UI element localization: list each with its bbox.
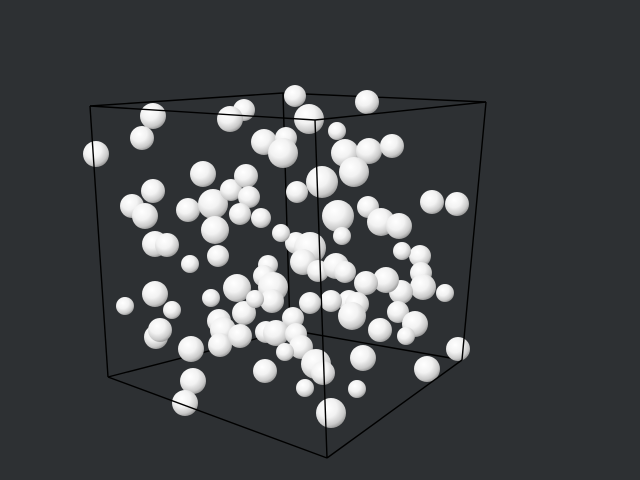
cube-edge [314,119,328,459]
particle-sphere [446,337,470,361]
cube-edge [326,359,463,459]
cube-edge [107,376,328,459]
particle-sphere [246,290,264,308]
cube-edge [289,329,463,361]
particle-sphere [234,164,258,188]
particle-sphere [142,281,168,307]
particle-sphere [190,161,216,187]
particle-sphere [348,380,366,398]
particle-sphere [387,301,409,323]
particle-sphere [198,189,228,219]
particle-group [83,85,470,428]
particle-sphere [272,224,290,242]
cube-edge [89,105,316,121]
cube-edge [89,105,109,378]
particle-sphere [268,138,298,168]
particle-sphere [163,301,181,319]
particle-sphere [253,359,277,383]
particle-sphere [320,290,342,312]
particle-sphere [208,333,232,357]
particle-sphere [232,301,256,325]
particle-sphere [338,302,366,330]
particle-sphere [328,122,346,140]
particle-sphere [238,186,260,208]
particle-sphere [220,179,242,201]
particle-sphere [284,85,306,107]
particle-sphere [414,356,440,382]
cube-edge [314,101,487,121]
particle-sphere [229,203,251,225]
particle-sphere [350,345,376,371]
particle-sphere [393,242,411,260]
particle-sphere [306,166,338,198]
particle-sphere [296,379,314,397]
particle-sphere [397,327,415,345]
particle-sphere [83,141,109,167]
particle-sphere [201,216,229,244]
particle-sphere [356,138,382,164]
particle-sphere [228,324,252,348]
particle-sphere [178,336,204,362]
particle-sphere [380,134,404,158]
particle-sphere [140,103,166,129]
cube-edge [461,101,487,361]
particle-sphere [322,200,354,232]
particle-sphere [202,289,220,307]
particle-sphere [445,192,469,216]
particle-sphere [420,190,444,214]
particle-sphere [116,297,134,315]
particle-sphere [316,398,346,428]
particle-sphere [155,233,179,257]
particle-sphere [130,126,154,150]
particle-sphere [141,179,165,203]
particle-sphere [286,181,308,203]
particle-sphere [148,318,172,342]
particle-sphere [409,245,431,267]
particle-sphere [181,255,199,273]
particle-sphere [334,261,356,283]
container-front-edges [89,101,487,459]
particle-sphere [263,320,289,346]
particle-sphere [251,208,271,228]
particle-sphere [299,292,321,314]
particle-sphere [333,227,351,245]
particle-sphere [386,213,412,239]
particle-sphere [311,361,335,385]
cube-edge [282,92,487,103]
particle-sphere [180,368,206,394]
particle-sphere [373,267,399,293]
particle-sphere [176,198,200,222]
particle-sphere [436,284,454,302]
cube-edge [89,92,284,107]
particle-sphere [132,203,158,229]
particle-sphere [217,106,243,132]
particle-sphere [410,274,436,300]
particle-sphere [207,245,229,267]
particle-sphere [276,343,294,361]
particle-sphere [354,271,378,295]
particle-sphere [368,318,392,342]
particle-sphere [355,90,379,114]
particle-sphere [339,157,369,187]
particle-sphere [260,289,284,313]
particle-sphere [223,274,251,302]
particle-sphere [172,390,198,416]
